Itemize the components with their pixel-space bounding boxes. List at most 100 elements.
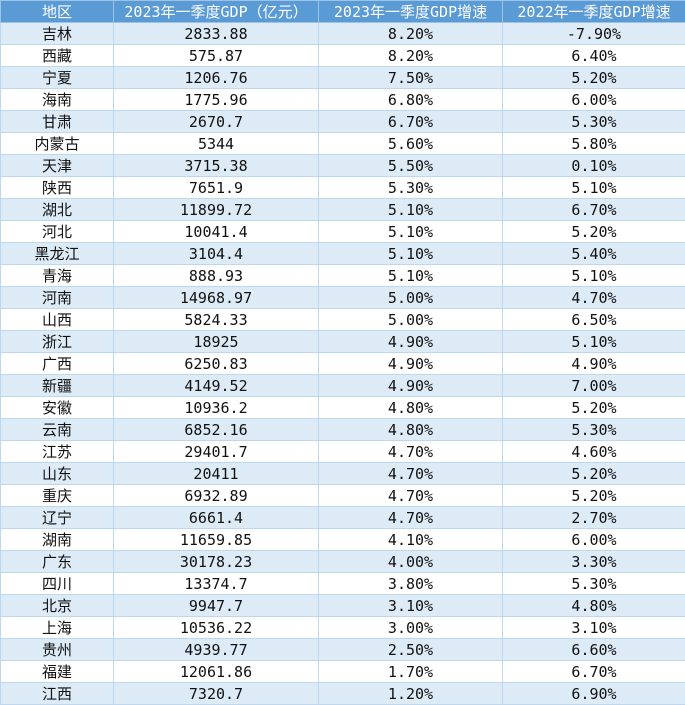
cell-growth-2023[interactable]: 8.20% — [319, 45, 503, 67]
cell-region[interactable]: 江西 — [1, 683, 114, 705]
cell-region[interactable]: 浙江 — [1, 331, 114, 353]
cell-gdp-2023[interactable]: 29401.7 — [114, 441, 319, 463]
cell-growth-2022[interactable]: 6.00% — [503, 529, 685, 551]
cell-growth-2022[interactable]: 6.00% — [503, 89, 685, 111]
cell-growth-2023[interactable]: 1.70% — [319, 661, 503, 683]
cell-growth-2022[interactable]: 7.00% — [503, 375, 685, 397]
cell-growth-2023[interactable]: 8.20% — [319, 23, 503, 45]
cell-region[interactable]: 江苏 — [1, 441, 114, 463]
cell-region[interactable]: 陕西 — [1, 177, 114, 199]
cell-region[interactable]: 广西 — [1, 353, 114, 375]
cell-growth-2022[interactable]: 5.20% — [503, 67, 685, 89]
cell-growth-2022[interactable]: 5.20% — [503, 485, 685, 507]
cell-growth-2023[interactable]: 4.70% — [319, 441, 503, 463]
cell-growth-2023[interactable]: 4.80% — [319, 397, 503, 419]
cell-region[interactable]: 安徽 — [1, 397, 114, 419]
cell-gdp-2023[interactable]: 6250.83 — [114, 353, 319, 375]
cell-gdp-2023[interactable]: 10041.4 — [114, 221, 319, 243]
cell-gdp-2023[interactable]: 7320.7 — [114, 683, 319, 705]
cell-growth-2022[interactable]: 6.50% — [503, 309, 685, 331]
cell-region[interactable]: 上海 — [1, 617, 114, 639]
cell-gdp-2023[interactable]: 12061.86 — [114, 661, 319, 683]
header-gdp-2023[interactable]: 2023年一季度GDP（亿元） — [114, 1, 319, 23]
cell-region[interactable]: 河北 — [1, 221, 114, 243]
cell-region[interactable]: 天津 — [1, 155, 114, 177]
cell-gdp-2023[interactable]: 6852.16 — [114, 419, 319, 441]
header-growth-2023[interactable]: 2023年一季度GDP增速 — [319, 1, 503, 23]
cell-growth-2022[interactable]: 5.30% — [503, 111, 685, 133]
header-growth-2022[interactable]: 2022年一季度GDP增速 — [503, 1, 685, 23]
cell-region[interactable]: 湖南 — [1, 529, 114, 551]
cell-growth-2023[interactable]: 4.70% — [319, 485, 503, 507]
cell-gdp-2023[interactable]: 888.93 — [114, 265, 319, 287]
cell-gdp-2023[interactable]: 11899.72 — [114, 199, 319, 221]
cell-growth-2022[interactable]: 4.90% — [503, 353, 685, 375]
cell-growth-2023[interactable]: 5.10% — [319, 221, 503, 243]
cell-growth-2023[interactable]: 5.60% — [319, 133, 503, 155]
cell-growth-2023[interactable]: 4.10% — [319, 529, 503, 551]
cell-growth-2022[interactable]: 2.70% — [503, 507, 685, 529]
cell-region[interactable]: 湖北 — [1, 199, 114, 221]
cell-gdp-2023[interactable]: 9947.7 — [114, 595, 319, 617]
cell-growth-2023[interactable]: 5.00% — [319, 309, 503, 331]
cell-gdp-2023[interactable]: 18925 — [114, 331, 319, 353]
header-region[interactable]: 地区 — [1, 1, 114, 23]
cell-growth-2023[interactable]: 4.80% — [319, 419, 503, 441]
cell-growth-2023[interactable]: 4.70% — [319, 463, 503, 485]
cell-gdp-2023[interactable]: 1206.76 — [114, 67, 319, 89]
cell-growth-2023[interactable]: 3.10% — [319, 595, 503, 617]
cell-region[interactable]: 广东 — [1, 551, 114, 573]
cell-growth-2023[interactable]: 5.30% — [319, 177, 503, 199]
cell-region[interactable]: 北京 — [1, 595, 114, 617]
cell-growth-2023[interactable]: 4.90% — [319, 375, 503, 397]
cell-region[interactable]: 山东 — [1, 463, 114, 485]
cell-gdp-2023[interactable]: 3104.4 — [114, 243, 319, 265]
cell-growth-2022[interactable]: 5.30% — [503, 419, 685, 441]
cell-growth-2023[interactable]: 4.00% — [319, 551, 503, 573]
cell-growth-2023[interactable]: 5.10% — [319, 243, 503, 265]
cell-region[interactable]: 黑龙江 — [1, 243, 114, 265]
cell-gdp-2023[interactable]: 5344 — [114, 133, 319, 155]
cell-growth-2023[interactable]: 6.70% — [319, 111, 503, 133]
cell-gdp-2023[interactable]: 10536.22 — [114, 617, 319, 639]
cell-growth-2022[interactable]: 5.10% — [503, 265, 685, 287]
cell-growth-2022[interactable]: 0.10% — [503, 155, 685, 177]
cell-growth-2022[interactable]: 5.80% — [503, 133, 685, 155]
cell-growth-2022[interactable]: 6.70% — [503, 199, 685, 221]
cell-growth-2023[interactable]: 4.90% — [319, 331, 503, 353]
cell-gdp-2023[interactable]: 10936.2 — [114, 397, 319, 419]
cell-growth-2023[interactable]: 4.70% — [319, 507, 503, 529]
cell-region[interactable]: 新疆 — [1, 375, 114, 397]
cell-region[interactable]: 西藏 — [1, 45, 114, 67]
cell-gdp-2023[interactable]: 2833.88 — [114, 23, 319, 45]
cell-gdp-2023[interactable]: 6661.4 — [114, 507, 319, 529]
cell-gdp-2023[interactable]: 7651.9 — [114, 177, 319, 199]
cell-growth-2022[interactable]: 6.70% — [503, 661, 685, 683]
cell-growth-2022[interactable]: 5.20% — [503, 221, 685, 243]
cell-growth-2023[interactable]: 4.90% — [319, 353, 503, 375]
cell-growth-2022[interactable]: 6.40% — [503, 45, 685, 67]
cell-gdp-2023[interactable]: 11659.85 — [114, 529, 319, 551]
cell-growth-2023[interactable]: 6.80% — [319, 89, 503, 111]
cell-growth-2023[interactable]: 5.10% — [319, 199, 503, 221]
cell-region[interactable]: 辽宁 — [1, 507, 114, 529]
cell-growth-2022[interactable]: 5.10% — [503, 331, 685, 353]
cell-growth-2023[interactable]: 7.50% — [319, 67, 503, 89]
cell-gdp-2023[interactable]: 30178.23 — [114, 551, 319, 573]
cell-gdp-2023[interactable]: 4939.77 — [114, 639, 319, 661]
cell-growth-2023[interactable]: 2.50% — [319, 639, 503, 661]
cell-growth-2023[interactable]: 3.00% — [319, 617, 503, 639]
cell-region[interactable]: 福建 — [1, 661, 114, 683]
cell-region[interactable]: 山西 — [1, 309, 114, 331]
cell-gdp-2023[interactable]: 6932.89 — [114, 485, 319, 507]
cell-gdp-2023[interactable]: 5824.33 — [114, 309, 319, 331]
cell-growth-2022[interactable]: 4.80% — [503, 595, 685, 617]
cell-region[interactable]: 内蒙古 — [1, 133, 114, 155]
cell-gdp-2023[interactable]: 575.87 — [114, 45, 319, 67]
cell-gdp-2023[interactable]: 2670.7 — [114, 111, 319, 133]
cell-growth-2022[interactable]: 3.30% — [503, 551, 685, 573]
cell-region[interactable]: 重庆 — [1, 485, 114, 507]
cell-growth-2022[interactable]: 6.90% — [503, 683, 685, 705]
cell-growth-2022[interactable]: 3.10% — [503, 617, 685, 639]
cell-growth-2023[interactable]: 5.10% — [319, 265, 503, 287]
